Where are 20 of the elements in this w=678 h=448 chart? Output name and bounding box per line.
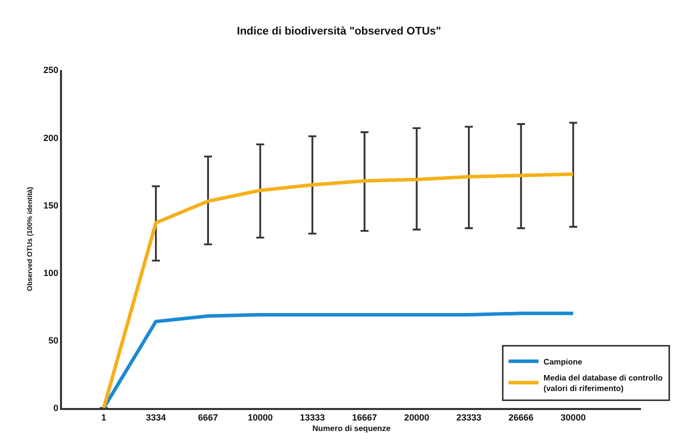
- y-tick-label: 100: [43, 268, 58, 278]
- x-tick-label: 10000: [248, 412, 273, 423]
- legend-label: Campione: [544, 357, 583, 366]
- x-axis-title: Numero di sequenze: [312, 424, 392, 434]
- y-tick-label: 200: [43, 132, 58, 143]
- y-tick-label: 150: [43, 200, 58, 210]
- y-tick-label: 250: [43, 65, 58, 76]
- legend-label: Media del database di controllo (valori di riferimento): [544, 374, 663, 393]
- x-tick-label: 1: [101, 412, 106, 423]
- y-tick-label: 50: [48, 336, 58, 346]
- x-tick-label: 20000: [404, 412, 430, 423]
- x-tick-label: 30000: [560, 412, 586, 423]
- x-tick-label: 16667: [352, 412, 378, 423]
- y-tick-label: 0: [53, 403, 58, 414]
- chart-title: Indice di biodiversità "observed OTUs": [236, 26, 442, 38]
- x-tick-label: 13333: [300, 412, 325, 423]
- x-tick-label: 23333: [456, 412, 482, 423]
- x-tick-label: 6667: [198, 412, 218, 423]
- x-tick-label: 26666: [508, 412, 534, 423]
- x-tick-label: 3334: [146, 412, 166, 423]
